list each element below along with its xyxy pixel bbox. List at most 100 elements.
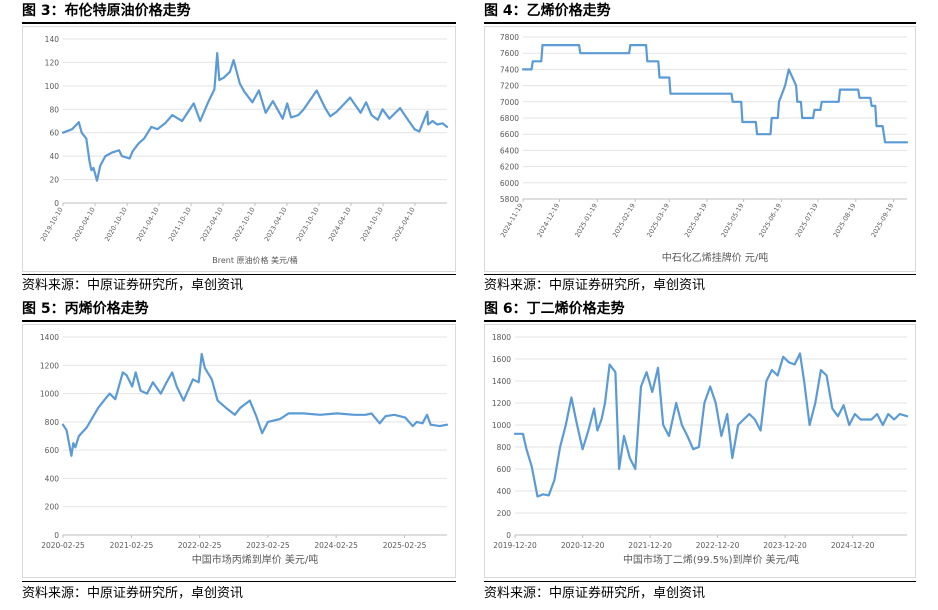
x-tick-label: 2021-04-10 <box>135 206 161 243</box>
y-tick-label: 6200 <box>500 163 519 172</box>
y-tick-label: 800 <box>45 418 60 427</box>
y-tick-label: 400 <box>45 474 60 483</box>
y-tick-label: 200 <box>497 509 512 518</box>
source-note: 资料来源：中原证券研究所，卓创资讯 <box>484 586 706 601</box>
source-note: 资料来源：中原证券研究所，卓创资讯 <box>22 586 244 601</box>
x-tick-label: 2023-10-10 <box>295 206 321 243</box>
y-tick-label: 7600 <box>500 49 519 58</box>
chart-svg: 5800 6000 6200 6400 6600 6800 7000 7200 7400 7600… <box>499 33 909 264</box>
title-rule <box>484 22 916 24</box>
plot-area: 0 200 400 600 800 1000 1200 1400 1600 1800 2019-12… <box>484 324 916 578</box>
y-tick-label: 1200 <box>40 361 59 370</box>
chart-panel-propylene: 图 5：丙烯价格走势 0 200 400 600 800 1000 1200 1400 2020… <box>22 298 456 610</box>
x-tick-label: 2024-11-19 <box>499 202 525 239</box>
legend-label: 中国市场丙烯到岸价 美元/吨 <box>192 553 319 566</box>
x-tick-label: 2025-01-19 <box>573 202 599 239</box>
chart-title: 图 5：丙烯价格走势 <box>22 301 149 317</box>
legend-label: Brent 原油价格 美元/桶 <box>212 255 298 265</box>
x-tick-label: 2019-12-20 <box>493 541 537 550</box>
x-tick-label: 2024-12-20 <box>831 541 875 550</box>
series-line <box>521 44 909 144</box>
chart-svg: 0 200 400 600 800 1000 1200 1400 1600 1800 2019-12… <box>492 333 909 566</box>
y-tick-label: 20 <box>49 176 59 185</box>
y-tick-label: 1400 <box>40 333 59 342</box>
y-tick-label: 100 <box>45 82 60 91</box>
x-tick-label: 2020-10-10 <box>103 206 129 243</box>
x-tick-label: 2025-02-25 <box>383 541 427 550</box>
source-rule <box>22 274 456 275</box>
source-rule <box>484 274 916 275</box>
chart-panel-ethylene: 图 4：乙烯价格走势 5800 6000 6200 6400 6600 6800 7000 7… <box>484 0 916 300</box>
series-line <box>61 52 449 182</box>
y-tick-label: 6400 <box>500 146 519 155</box>
plot-area: 5800 6000 6200 6400 6600 6800 7000 7200 7400 7600… <box>484 26 916 272</box>
x-tick-label: 2024-02-25 <box>314 541 358 550</box>
x-tick-label: 2025-08-19 <box>832 202 858 239</box>
y-tick-label: 0 <box>54 199 59 208</box>
plot-area: 0 20 40 60 80 100 120 140 2019-10-10 2020-04-10 20… <box>22 26 456 272</box>
y-tick-label: 1800 <box>492 333 511 342</box>
x-tick-label: 2023-02-25 <box>246 541 290 550</box>
x-tick-label: 2025-07-19 <box>794 202 820 239</box>
x-tick-label: 2024-12-19 <box>535 202 561 239</box>
y-tick-label: 6000 <box>500 179 519 188</box>
x-tick-label: 2024-10-10 <box>359 206 385 243</box>
y-tick-label: 400 <box>497 487 512 496</box>
y-tick-label: 7400 <box>500 65 519 74</box>
x-tick-label: 2022-10-10 <box>231 206 257 243</box>
title-rule <box>22 320 456 322</box>
y-tick-label: 140 <box>45 35 60 44</box>
chart-panel-brent: 图 3：布伦特原油价格走势 0 20 40 60 80 100 120 140 2019-10-… <box>22 0 456 300</box>
y-tick-label: 6800 <box>500 114 519 123</box>
x-tick-label: 2020-02-25 <box>41 541 85 550</box>
x-tick-label: 2025-03-19 <box>645 202 671 239</box>
x-tick-label: 2022-02-25 <box>178 541 222 550</box>
y-tick-label: 7200 <box>500 82 519 91</box>
x-tick-label: 2021-12-20 <box>628 541 672 550</box>
title-rule <box>484 320 916 322</box>
legend-label: 中国市场丁二烯(99.5%)到岸价 美元/吨 <box>623 553 799 566</box>
y-tick-label: 6600 <box>500 130 519 139</box>
x-tick-label: 2025-06-19 <box>757 202 783 239</box>
source-rule <box>22 581 456 582</box>
y-tick-label: 200 <box>45 503 60 512</box>
chart-svg: 0 200 400 600 800 1000 1200 1400 2020-02-25 2021-… <box>40 333 449 566</box>
chart-title: 图 6：丁二烯价格走势 <box>484 301 625 317</box>
x-tick-label: 2020-04-10 <box>71 206 97 243</box>
y-tick-label: 5800 <box>500 195 519 204</box>
plot-area: 0 200 400 600 800 1000 1200 1400 2020-02-25 2021-… <box>22 324 456 578</box>
x-tick-label: 2025-04-10 <box>391 206 417 243</box>
y-tick-label: 600 <box>45 446 60 455</box>
x-tick-label: 2021-02-25 <box>110 541 154 550</box>
y-tick-label: 120 <box>45 58 60 67</box>
y-tick-label: 0 <box>506 531 511 540</box>
y-tick-label: 1600 <box>492 355 511 364</box>
y-tick-label: 600 <box>497 465 512 474</box>
y-tick-label: 1000 <box>492 421 511 430</box>
source-note: 资料来源：中原证券研究所，卓创资讯 <box>484 278 706 293</box>
x-tick-label: 2025-02-19 <box>611 202 637 239</box>
y-tick-label: 0 <box>54 531 59 540</box>
source-note: 资料来源：中原证券研究所，卓创资讯 <box>22 278 244 293</box>
x-tick-label: 2025-09-19 <box>870 202 896 239</box>
chart-title: 图 4：乙烯价格走势 <box>484 3 611 19</box>
source-rule <box>484 581 916 582</box>
y-tick-label: 1200 <box>492 399 511 408</box>
legend-label: 中石化乙烯挂牌价 元/吨 <box>662 251 769 264</box>
x-tick-label: 2020-12-20 <box>561 541 605 550</box>
x-tick-label: 2025-05-19 <box>720 202 746 239</box>
x-tick-label: 2023-12-20 <box>763 541 807 550</box>
chart-panel-butadiene: 图 6：丁二烯价格走势 0 200 400 600 800 1000 1200 1400 160… <box>484 298 916 610</box>
x-tick-label: 2022-12-20 <box>696 541 740 550</box>
y-tick-label: 80 <box>49 105 59 114</box>
y-tick-label: 60 <box>49 129 59 138</box>
title-rule <box>22 22 456 24</box>
x-tick-label: 2019-10-10 <box>39 206 65 243</box>
chart-title: 图 3：布伦特原油价格走势 <box>22 3 191 19</box>
y-tick-label: 7000 <box>500 98 519 107</box>
y-tick-label: 1400 <box>492 377 511 386</box>
x-tick-label: 2024-04-10 <box>327 206 353 243</box>
series-line <box>61 352 449 457</box>
y-tick-label: 7800 <box>500 33 519 42</box>
x-tick-label: 2021-10-10 <box>167 206 193 243</box>
